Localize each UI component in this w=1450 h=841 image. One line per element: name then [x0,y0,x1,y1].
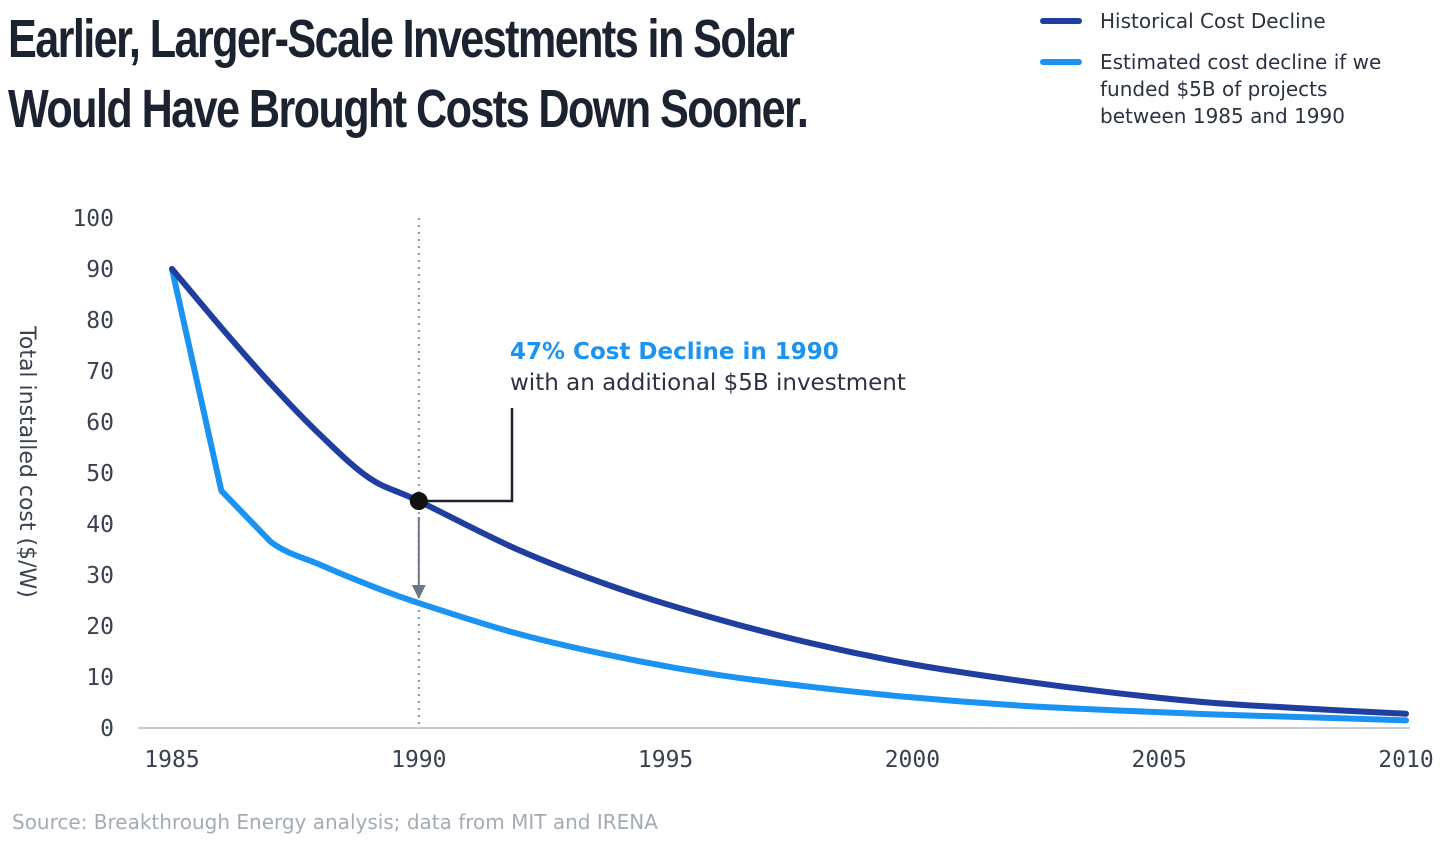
legend-swatch-historical [1040,18,1082,24]
y-tick-label: 60 [86,410,114,436]
title-line-2: Would Have Brought Costs Down Sooner. [8,79,809,139]
y-tick-label: 70 [86,359,114,385]
annotation-callout-line [418,408,514,503]
y-tick-label: 90 [86,257,114,283]
x-tick-label: 1990 [391,747,446,773]
y-axis-label: Total installed cost ($/W) [14,325,39,598]
series-line-estimated [169,266,1409,724]
title-line-1: Earlier, Larger-Scale Investments in Sol… [8,9,795,69]
y-tick-label: 30 [86,563,114,589]
decline-arrow [411,517,426,600]
y-tick-label: 40 [86,512,114,538]
x-tick-label: 2000 [885,747,940,773]
y-tick-label: 10 [86,665,114,691]
y-tick-label: 20 [86,614,114,640]
chart-title: Earlier, Larger-Scale Investments in Sol… [8,4,809,144]
legend-item-estimated: Estimated cost decline if we funded $5B … [1040,49,1440,130]
annotation-point-marker [409,492,428,511]
legend-item-historical: Historical Cost Decline [1040,8,1440,35]
y-tick-label: 0 [100,716,114,742]
y-tick-label: 80 [86,308,114,334]
legend-label-historical: Historical Cost Decline [1100,9,1326,33]
legend-label-estimated: Estimated cost decline if we funded $5B … [1100,50,1382,128]
x-tick-label: 2010 [1378,747,1433,773]
series-line-historical [169,266,1409,717]
annotation-subtitle: with an additional $5B investment [510,370,906,396]
legend-swatch-estimated [1040,59,1082,65]
arrow-head [411,585,426,600]
x-tick-label: 1985 [144,747,199,773]
x-tick-label: 2005 [1132,747,1187,773]
y-axis-ticks: 0 10 20 30 40 50 60 70 80 90 100 [72,206,114,742]
x-axis-ticks: 1985 1990 1995 2000 2005 2010 [144,747,1433,773]
y-tick-label: 100 [72,206,114,232]
y-tick-label: 50 [86,461,114,487]
x-tick-label: 1995 [638,747,693,773]
source-note: Source: Breakthrough Energy analysis; da… [12,810,658,834]
legend: Historical Cost Decline Estimated cost d… [1040,8,1440,144]
annotation-title: 47% Cost Decline in 1990 [510,339,839,365]
